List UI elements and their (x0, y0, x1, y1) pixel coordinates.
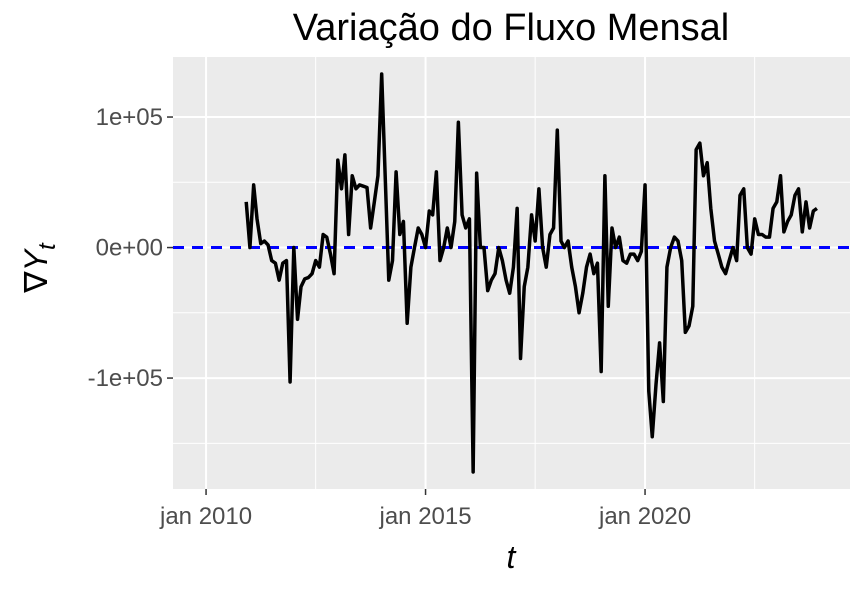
x-tick-label: jan 2015 (379, 503, 472, 530)
y-axis-title-main: ∇Y (18, 247, 54, 293)
x-tick-label: jan 2010 (159, 503, 252, 530)
x-axis-title: t (507, 539, 517, 575)
y-tick-label: 1e+05 (96, 104, 163, 131)
x-axis-ticks: jan 2010 jan 2015 jan 2020 (159, 489, 691, 530)
y-axis-ticks: -1e+05 0e+00 1e+05 (88, 104, 173, 392)
svg-text:∇Yt: ∇Yt (18, 242, 61, 294)
y-axis-title: ∇Yt (18, 242, 61, 294)
chart-title: Variação do Fluxo Mensal (293, 7, 730, 49)
y-tick-label: -1e+05 (88, 365, 163, 392)
series-line (244, 72, 818, 474)
y-axis-title-subscript: t (34, 242, 61, 250)
x-tick-label: jan 2020 (598, 503, 691, 530)
y-tick-label: 0e+00 (96, 235, 163, 262)
grid-minor (173, 57, 850, 489)
